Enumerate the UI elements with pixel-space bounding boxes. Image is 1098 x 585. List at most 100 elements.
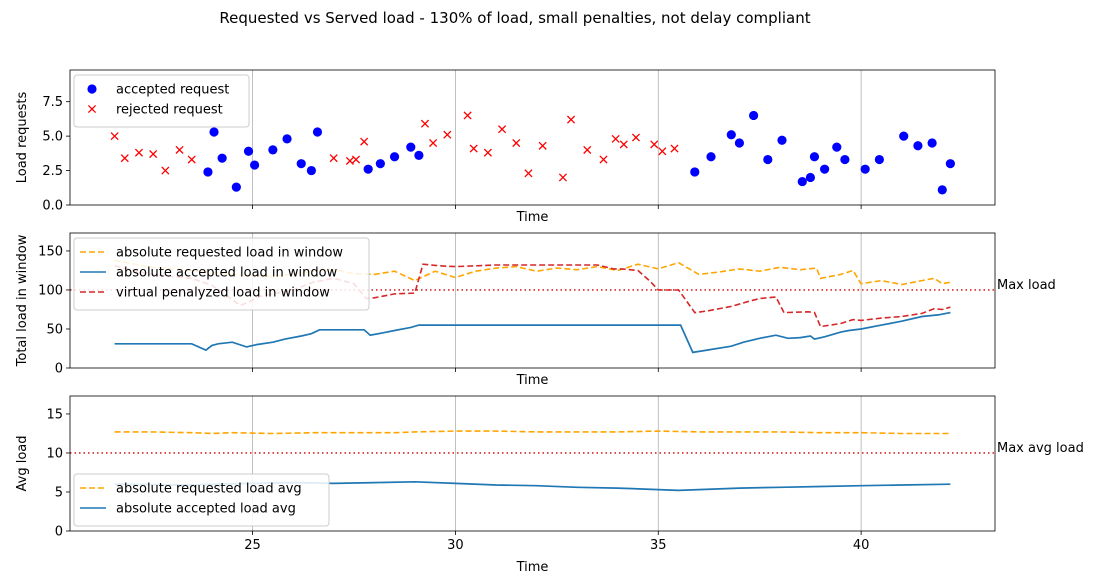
point-rejected-request [149,149,158,159]
y-tick-label: 10 [46,446,63,461]
point-accepted-request [282,134,292,144]
point-accepted-request [797,176,807,187]
point-rejected-request [619,140,628,149]
y-axis-label: Avg load [15,436,30,492]
axes-frame [69,395,996,532]
point-accepted-request [414,150,424,161]
point-rejected-request [329,154,338,163]
x-tick-label: 25 [244,538,261,553]
legend-box [73,74,250,128]
point-accepted-request [763,154,773,165]
axes-frame [69,69,996,206]
point-accepted-request [809,152,820,162]
panel-2: 0 50 100 150 Time Total load in window Max loa… [15,232,1056,388]
point-rejected-request [631,133,641,142]
y-tick-label: 100 [38,283,63,298]
series-line-absolute-requested-load-avg [114,430,951,435]
x-tick-label: 40 [853,538,870,553]
point-rejected-request [524,169,533,178]
point-accepted-request [860,164,870,174]
legend: accepted request rejected request [73,74,250,128]
point-rejected-request [120,154,129,163]
legend: absolute requested load avg absolute acce… [73,473,330,527]
point-rejected-request [583,145,592,154]
chart-title: Requested vs Served load - 130% of load,… [219,9,810,27]
point-accepted-request [927,138,937,148]
legend-label: virtual penalyzed load in window [116,286,330,301]
point-rejected-request [611,134,620,143]
point-accepted-request [306,165,316,176]
point-accepted-request [734,138,745,148]
point-rejected-request [658,147,667,156]
point-accepted-request [268,145,278,155]
y-tick-label: 0 [55,525,63,540]
legend-label: absolute accepted load avg [116,502,296,517]
y-tick-label: 5.0 [42,130,63,145]
x-axis-label: Time [516,560,549,575]
point-accepted-request [363,164,373,174]
point-rejected-request [538,141,547,150]
point-rejected-request [443,130,452,139]
point-rejected-request [420,119,430,128]
point-accepted-request [899,131,909,141]
point-rejected-request [187,155,196,164]
point-accepted-request [749,110,759,121]
point-rejected-request [110,132,119,141]
point-rejected-request [134,148,144,157]
panel-1: 0.0 2.5 5.0 7.5 Time Load requests accepted re… [15,69,996,225]
y-tick-label: 7.5 [42,95,63,110]
y-axis-label: Load requests [15,92,30,184]
reference-line-label: Max avg load [997,441,1084,456]
point-rejected-request [558,173,567,182]
point-accepted-request [375,159,385,169]
point-accepted-request [312,127,323,137]
y-tick-label: 5 [55,485,63,500]
legend-marker [87,104,97,114]
legend-marker [87,84,97,94]
legend-label: absolute accepted load in window [116,266,338,281]
point-accepted-request [820,164,830,174]
y-axis-label: Total load in window [15,234,30,367]
y-tick-label: 0 [55,362,63,377]
point-accepted-request [840,154,850,165]
point-accepted-request [690,167,700,177]
axes-frame [69,232,996,369]
point-rejected-request [650,140,659,149]
legend-label: absolute requested load avg [116,482,302,497]
point-accepted-request [706,152,716,162]
point-accepted-request [296,159,306,169]
point-accepted-request [406,142,416,152]
point-accepted-request [389,152,400,162]
point-accepted-request [217,153,227,163]
x-axis-label: Time [516,373,549,388]
point-accepted-request [203,167,213,177]
point-accepted-request [726,130,736,140]
panel-3: 25 30 35 40 0 5 10 15 Time Avg load Max avg load ab… [15,395,1084,575]
legend-box [73,237,370,311]
y-tick-label: 150 [38,244,63,259]
point-rejected-request [360,137,369,146]
point-rejected-request [175,145,184,154]
point-accepted-request [913,141,923,151]
legend-label: rejected request [116,103,223,118]
y-tick-label: 2.5 [42,164,63,179]
point-rejected-request [469,144,478,153]
legend-box [73,473,330,527]
point-rejected-request [483,148,492,157]
series-line-absolute-accepted-load-in-window [114,311,951,354]
point-accepted-request [874,154,884,165]
x-tick-label: 35 [650,538,667,553]
point-rejected-request [161,166,170,175]
point-accepted-request [805,172,816,183]
x-axis-label: Time [516,210,549,225]
point-rejected-request [670,144,679,153]
legend-label: absolute requested load in window [116,246,343,261]
y-tick-label: 15 [46,407,63,422]
plot-area [110,110,955,195]
series-line-virtual-penalyzed-load-in-window [114,263,951,328]
x-tick-label: 30 [447,538,464,553]
point-accepted-request [832,142,842,152]
point-rejected-request [512,138,521,148]
point-accepted-request [937,185,947,195]
